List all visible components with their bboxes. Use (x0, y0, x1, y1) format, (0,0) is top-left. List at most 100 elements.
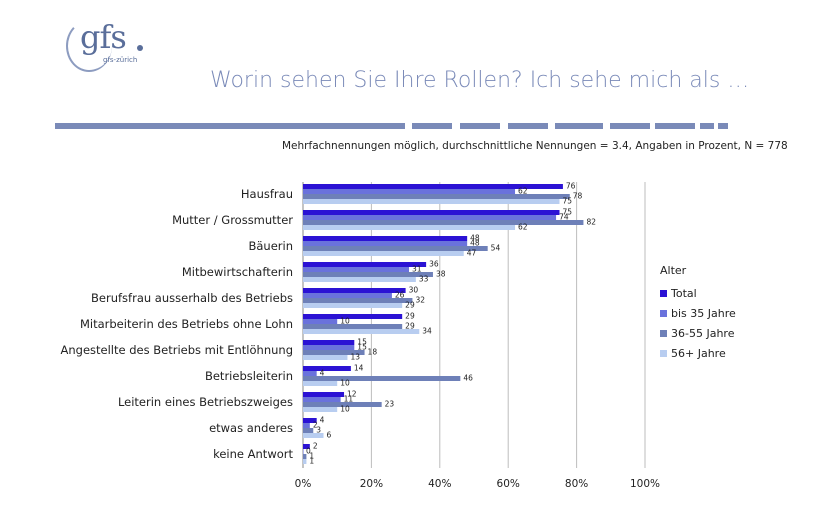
separator-dash (412, 123, 452, 129)
bar (303, 220, 584, 225)
bar-value-label: 15 (357, 338, 367, 347)
bar-value-label: 29 (405, 322, 415, 331)
bar-value-label: 54 (491, 244, 501, 253)
bar (303, 277, 416, 282)
bar (303, 267, 410, 272)
bar (303, 397, 341, 402)
separator-dash (555, 123, 603, 129)
bar (303, 444, 310, 449)
bar-value-label: 32 (415, 296, 425, 305)
bar-value-label: 78 (573, 192, 583, 201)
bar (303, 293, 392, 298)
bar-value-label: 62 (518, 223, 528, 232)
category-label: Leiterin eines Betriebszweiges (118, 395, 293, 409)
bar-value-label: 2 (313, 442, 318, 451)
legend-label-36-55: 36-55 Jahre (671, 326, 735, 340)
separator-dash (655, 123, 695, 129)
bar-value-label: 18 (368, 348, 378, 357)
bar (303, 371, 317, 376)
logo: gfs (80, 18, 127, 56)
bar (303, 449, 304, 454)
bar-value-label: 82 (586, 218, 596, 227)
bar (303, 189, 516, 194)
bar-value-label: 38 (436, 270, 446, 279)
bar (303, 210, 560, 215)
legend-label-bis-35: bis 35 Jahre (671, 306, 736, 320)
legend-item-bis-35: bis 35 Jahre (660, 303, 736, 323)
bar-value-label: 48 (470, 239, 480, 248)
bar-value-label: 3 (316, 426, 321, 435)
bar (303, 215, 557, 220)
bar-value-label: 76 (566, 182, 576, 191)
category-label: Betriebsleiterin (205, 369, 293, 383)
legend-swatch-bis-35 (660, 309, 667, 317)
bar (303, 423, 310, 428)
x-tick-label: 60% (497, 478, 520, 490)
bar-value-label: 1 (309, 457, 314, 466)
bar (303, 272, 433, 277)
bar (303, 459, 307, 464)
bar-value-label: 10 (340, 379, 350, 388)
bar-value-label: 74 (559, 213, 569, 222)
x-tick-label: 0% (295, 478, 312, 490)
bar (303, 350, 365, 355)
separator-dash (700, 123, 714, 129)
bar-value-label: 23 (385, 400, 395, 409)
bar-value-label: 62 (518, 187, 528, 196)
bar (303, 303, 403, 308)
bar-value-label: 13 (350, 353, 360, 362)
category-label: Mutter / Grossmutter (172, 213, 293, 227)
bar (303, 298, 413, 303)
bar (303, 251, 464, 256)
x-tick-label: 80% (565, 478, 588, 490)
bar-value-label: 29 (405, 301, 415, 310)
bar-value-label: 46 (463, 374, 473, 383)
separator-dash (460, 123, 500, 129)
category-label: Hausfrau (241, 187, 293, 201)
bar (303, 329, 420, 334)
bar (303, 288, 406, 293)
legend-label-total: Total (671, 286, 697, 300)
bar-value-label: 4 (320, 416, 325, 425)
bar (303, 236, 468, 241)
bar-value-label: 26 (395, 291, 405, 300)
bar (303, 392, 345, 397)
bar-value-label: 29 (405, 312, 415, 321)
bar (303, 225, 516, 230)
x-tick-label: 100% (630, 478, 660, 490)
bar-value-label: 11 (344, 395, 354, 404)
bar-value-label: 48 (470, 234, 480, 243)
bar-value-label: 1 (309, 452, 314, 461)
bar-value-label: 34 (422, 327, 432, 336)
bar (303, 418, 317, 423)
bar-value-label: 75 (563, 197, 573, 206)
separator-bar (55, 123, 405, 129)
separator-dash (718, 123, 728, 129)
logo-dot (137, 45, 143, 51)
legend-label-56-plus: 56+ Jahre (671, 346, 726, 360)
page-title: Worin sehen Sie Ihre Rollen? Ich sehe mi… (210, 68, 750, 93)
x-tick-label: 20% (360, 478, 383, 490)
bar (303, 355, 348, 360)
bar (303, 381, 338, 386)
category-label: etwas anderes (209, 421, 293, 435)
bar-value-label: 10 (340, 405, 350, 414)
bar-value-label: 0 (306, 447, 311, 456)
bar (303, 319, 338, 324)
bar (303, 314, 403, 319)
bar-value-label: 2 (313, 421, 318, 430)
legend-title: Alter (660, 264, 687, 277)
bar (303, 428, 314, 433)
legend-item-56-plus: 56+ Jahre (660, 343, 736, 363)
bar-value-label: 47 (467, 249, 477, 258)
bar (303, 194, 570, 199)
category-label: Angestellte des Betriebs mit Entlöhnung (61, 343, 294, 357)
bar (303, 454, 307, 459)
bar-value-label: 14 (354, 364, 364, 373)
logo-subtext: gfs-zürich (103, 56, 138, 64)
separator-dash (610, 123, 650, 129)
bar-value-label: 30 (409, 286, 419, 295)
bar (303, 407, 338, 412)
category-label: Bäuerin (248, 239, 293, 253)
